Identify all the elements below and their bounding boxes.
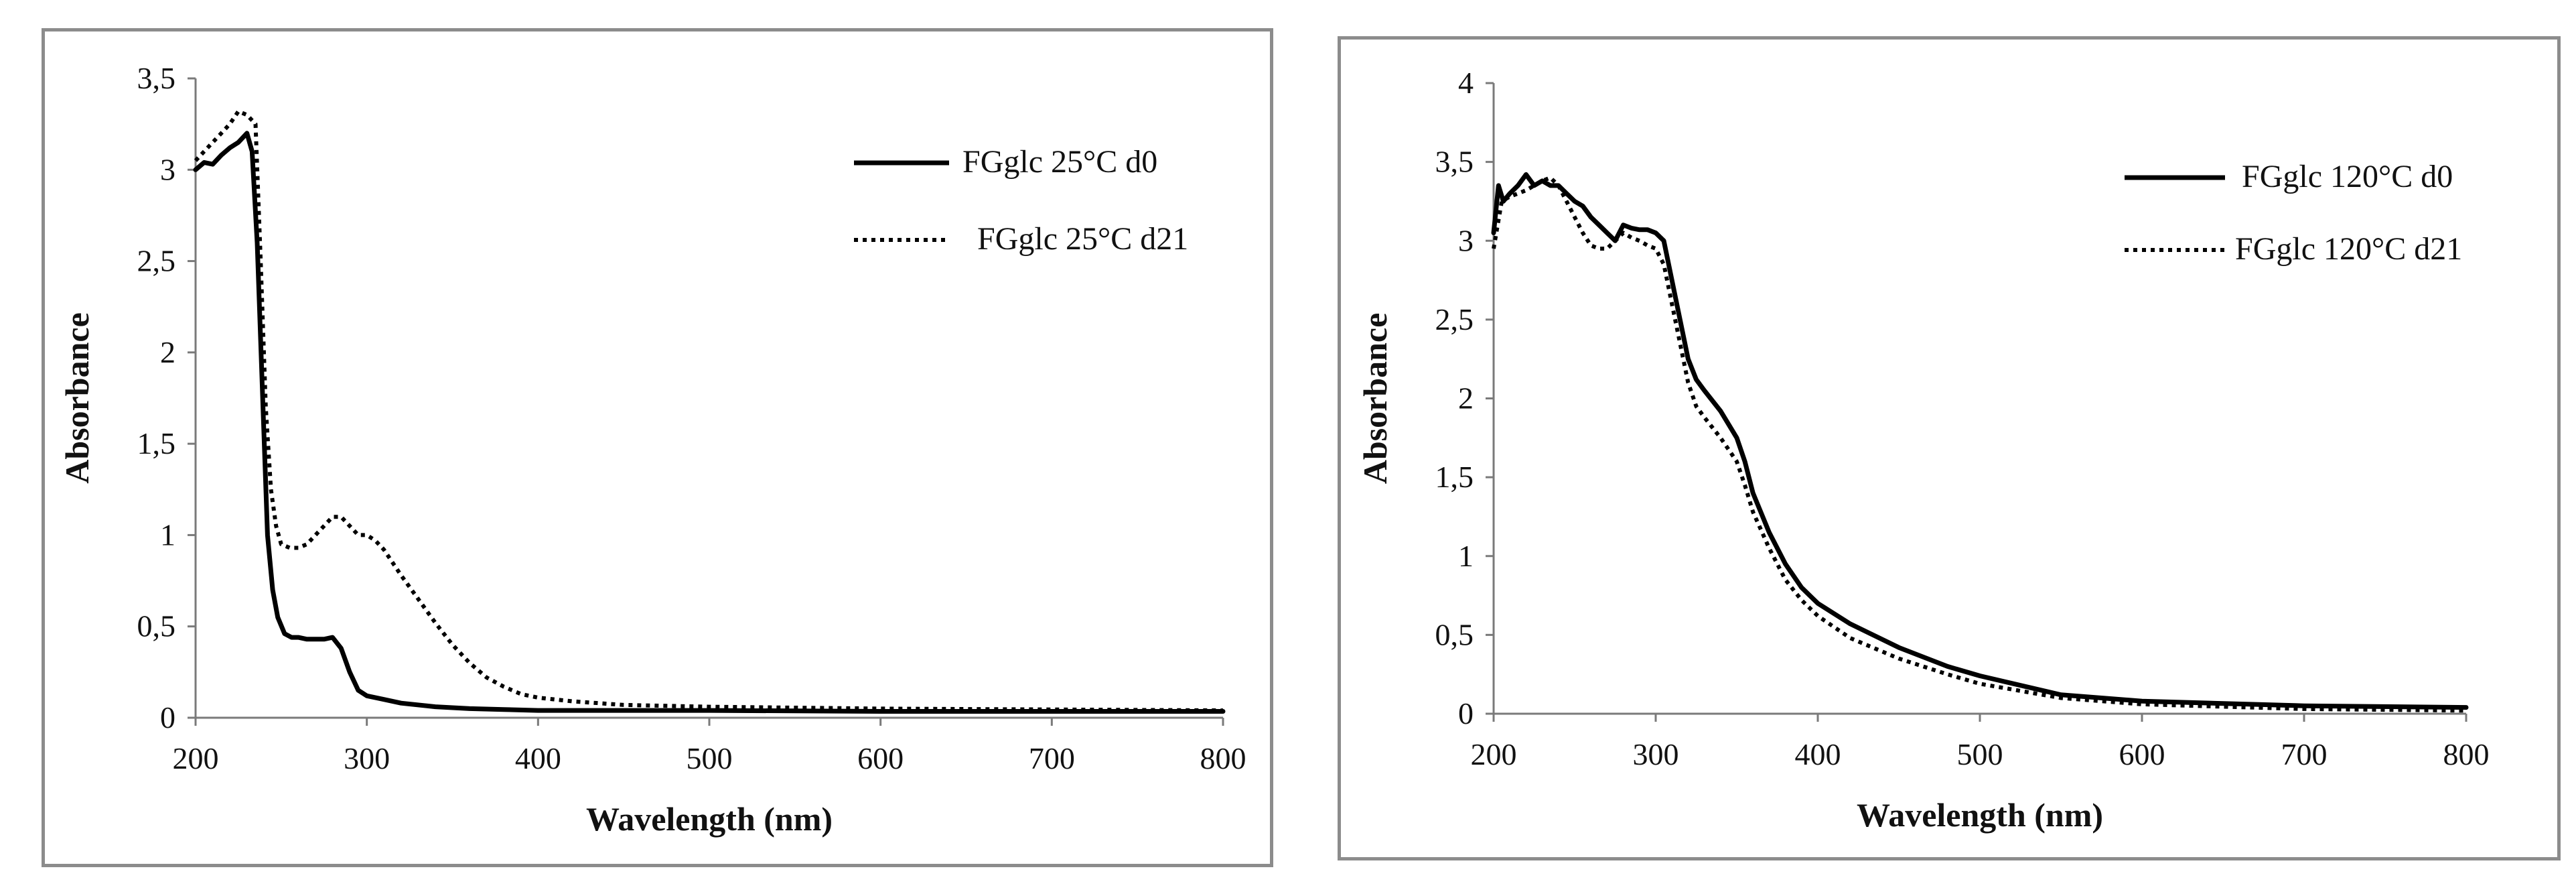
chart-2-x-tick-label: 300 <box>1633 737 1679 771</box>
chart-2-y-tick-label: 2,5 <box>1435 302 1474 336</box>
chart-2-x-tick-label: 400 <box>1795 737 1841 771</box>
chart-1-y-tick-label: 3 <box>160 152 175 186</box>
absorbance-chart-25c: 0 0,5 1 1,5 2 2,5 3 3,5 200 300 400 500 600 700 800 Wav… <box>58 61 1246 838</box>
chart-2-legend-label-1: FGglc 120°C d0 <box>2242 159 2453 194</box>
chart-2-x-tick-label: 500 <box>1957 737 2003 771</box>
chart-2-y-tick-label: 1 <box>1458 539 1474 573</box>
chart-1-series-1-line <box>193 131 1226 714</box>
chart-panel-left: 0 0,5 1 1,5 2 2,5 3 3,5 200 300 400 500 600 700 800 Wav… <box>42 28 1273 867</box>
chart-2-y-tick-label: 0,5 <box>1435 617 1474 651</box>
chart-1-y-tick-label: 1 <box>160 517 175 552</box>
chart-1-x-tick-label: 500 <box>687 741 733 775</box>
chart-1-x-axis-title: Wavelength (nm) <box>586 800 833 838</box>
chart-2-y-tick-label: 3 <box>1458 223 1474 257</box>
absorbance-chart-120c: 0 0,5 1 1,5 2 2,5 3 3,5 4 200 300 400 500 600 700 800 Wa… <box>1356 66 2490 834</box>
chart-2-x-tick-label: 600 <box>2119 737 2165 771</box>
chart-2-y-tick-label: 1,5 <box>1435 460 1474 494</box>
chart-1-y-axis-title: Absorbance <box>58 312 96 484</box>
chart-panel-right: 0 0,5 1 1,5 2 2,5 3 3,5 4 200 300 400 500 600 700 800 Wa… <box>1338 36 2561 860</box>
chart-1-x-tick-label: 600 <box>857 741 904 775</box>
chart-2-series-1-line <box>1491 172 2469 710</box>
chart-1-y-tick-label: 2,5 <box>137 244 176 278</box>
chart-1-y-tick-label: 3,5 <box>137 61 176 95</box>
chart-1-x-tick-label: 300 <box>344 741 390 775</box>
chart-1-x-tick-label: 700 <box>1029 741 1075 775</box>
chart-2-y-tick-label: 4 <box>1458 66 1474 100</box>
chart-2-legend-label-2: FGglc 120°C d21 <box>2235 231 2462 267</box>
chart-1-y-tick-label: 1,5 <box>137 426 176 460</box>
chart-1-x-tick-label: 800 <box>1200 741 1246 775</box>
chart-1-legend-label-1: FGglc 25°C d0 <box>962 144 1157 180</box>
chart-2-x-tick-label: 200 <box>1471 737 1517 771</box>
chart-2-x-tick-label: 700 <box>2281 737 2328 771</box>
chart-2-y-tick-label: 3,5 <box>1435 145 1474 179</box>
chart-2-y-tick-label: 0 <box>1458 696 1474 730</box>
chart-1-y-tick-label: 2 <box>160 335 175 369</box>
chart-1-series-2-line <box>194 109 1224 713</box>
chart-2-y-axis-title: Absorbance <box>1356 313 1394 485</box>
chart-1-x-tick-label: 200 <box>173 741 219 775</box>
chart-1-legend-label-2: FGglc 25°C d21 <box>977 221 1188 257</box>
chart-2-y-tick-label: 2 <box>1458 381 1474 415</box>
chart-1-y-tick-label: 0 <box>160 700 175 734</box>
chart-1-x-tick-label: 400 <box>515 741 561 775</box>
chart-2-x-tick-label: 800 <box>2443 737 2490 771</box>
chart-1-y-tick-label: 0,5 <box>137 609 176 643</box>
chart-2-x-axis-title: Wavelength (nm) <box>1857 796 2103 834</box>
